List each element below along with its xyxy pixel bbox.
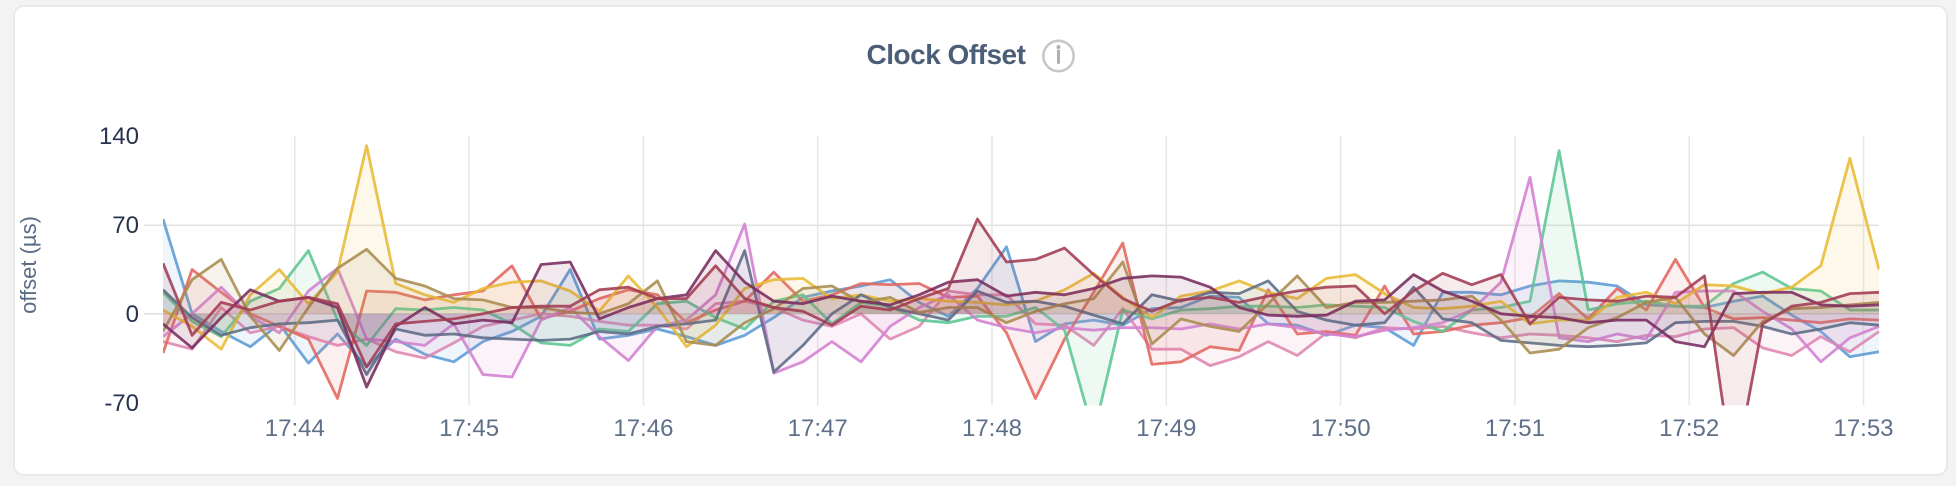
svg-text:70: 70 bbox=[112, 212, 139, 239]
svg-text:17:53: 17:53 bbox=[1833, 415, 1893, 442]
svg-text:offset (µs): offset (µs) bbox=[16, 216, 41, 314]
svg-text:17:44: 17:44 bbox=[265, 415, 325, 442]
svg-text:17:51: 17:51 bbox=[1485, 415, 1545, 442]
svg-text:17:50: 17:50 bbox=[1311, 415, 1371, 442]
svg-text:17:47: 17:47 bbox=[788, 415, 848, 442]
svg-text:17:48: 17:48 bbox=[962, 415, 1022, 442]
svg-text:140: 140 bbox=[99, 123, 139, 150]
svg-text:17:46: 17:46 bbox=[613, 415, 673, 442]
svg-text:0: 0 bbox=[126, 301, 139, 328]
svg-text:-70: -70 bbox=[104, 390, 139, 417]
svg-text:17:45: 17:45 bbox=[439, 415, 499, 442]
svg-text:17:52: 17:52 bbox=[1659, 415, 1719, 442]
svg-text:17:49: 17:49 bbox=[1136, 415, 1196, 442]
svg-text:Clock Offset: Clock Offset bbox=[867, 39, 1026, 70]
